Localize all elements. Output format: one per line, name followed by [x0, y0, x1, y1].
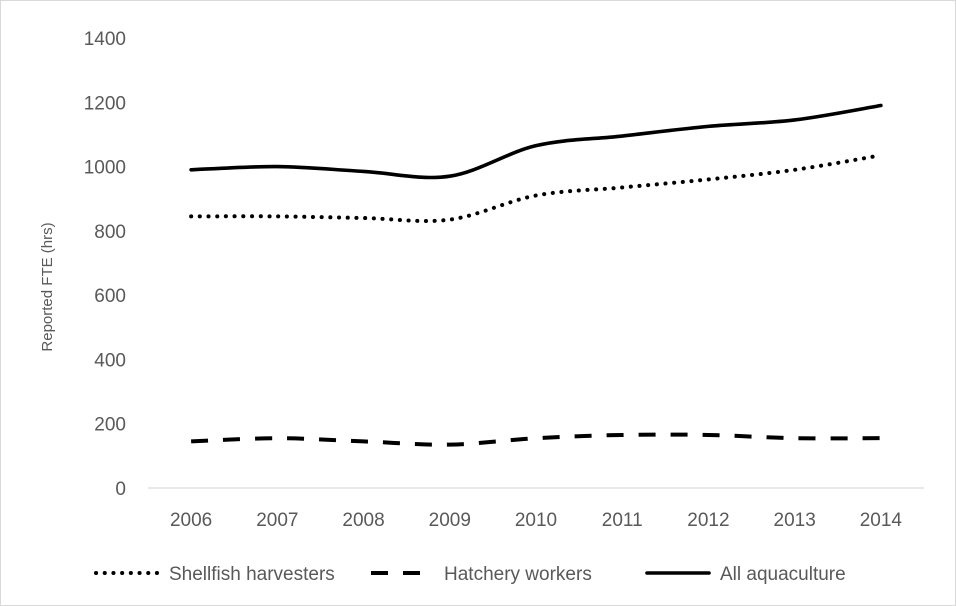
y-tick-label: 200: [94, 415, 126, 436]
legend: Shellfish harvesters Hatchery workers All …: [94, 564, 846, 585]
y-tick-label: 800: [94, 222, 126, 243]
series-line-hatchery-workers: [191, 432, 881, 447]
x-tick-label: 2010: [515, 510, 557, 531]
x-tick-label: 2009: [429, 510, 471, 531]
y-tick-label: 600: [94, 286, 126, 307]
series-line-all-aquaculture: [189, 103, 883, 180]
x-tick-label: 2012: [687, 510, 729, 531]
y-tick-label: 0: [115, 479, 126, 500]
y-tick-label: 1200: [84, 93, 126, 114]
y-tick-labels: 0 200 400 600 800 1000 1200 1400: [84, 29, 126, 500]
x-tick-label: 2008: [342, 510, 384, 531]
series-lines: [189, 103, 883, 447]
x-tick-label: 2006: [170, 510, 212, 531]
y-tick-label: 1400: [84, 29, 126, 50]
x-tick-label: 2014: [860, 510, 903, 531]
y-tick-label: 400: [94, 350, 126, 371]
x-tick-label: 2013: [774, 510, 816, 531]
series-line-shellfish-harvesters: [189, 153, 883, 224]
legend-label: All aquaculture: [720, 564, 846, 585]
legend-label: Shellfish harvesters: [169, 564, 335, 585]
y-tick-label: 1000: [84, 158, 126, 179]
legend-label: Hatchery workers: [444, 564, 592, 585]
x-tick-label: 2007: [256, 510, 298, 531]
x-tick-labels: 2006 2007 2008 2009 2010 2011 2012 2013 2014: [170, 510, 902, 531]
x-tick-label: 2011: [602, 510, 643, 531]
y-axis-label: Reported FTE (hrs): [39, 222, 56, 351]
